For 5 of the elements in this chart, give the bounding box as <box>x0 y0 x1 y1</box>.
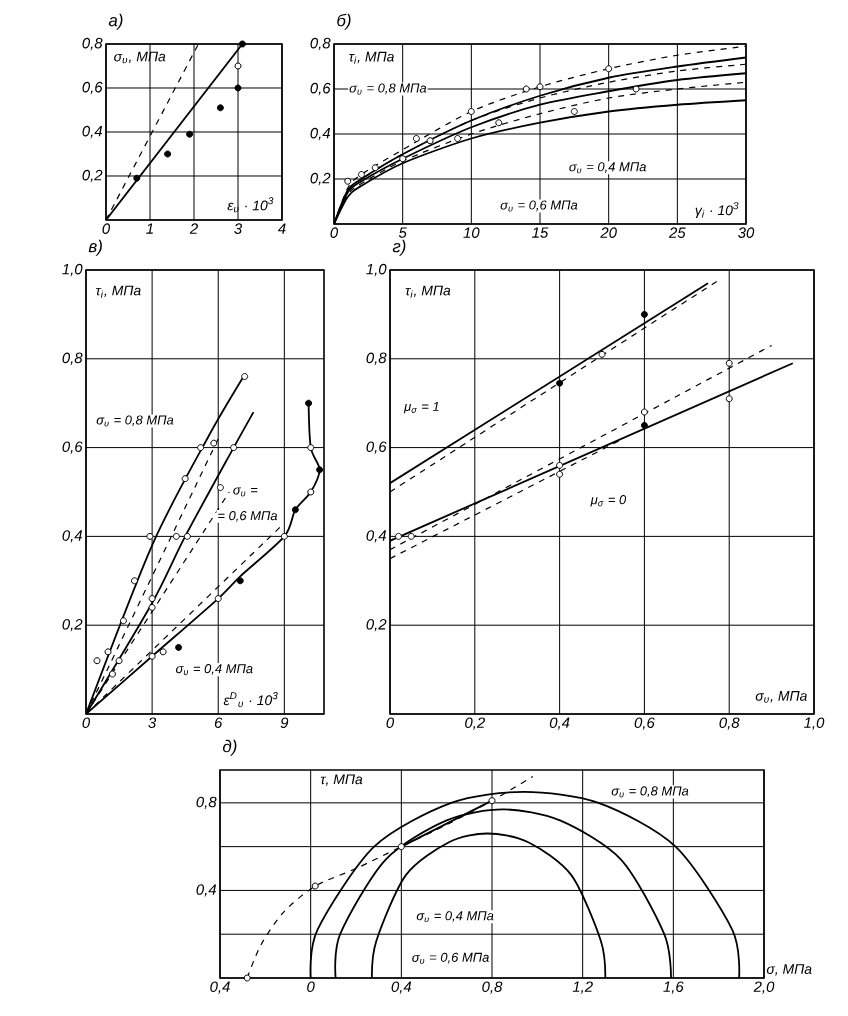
chart-title: г) <box>392 239 406 256</box>
chart-title: а) <box>108 13 123 30</box>
chart-title: в) <box>88 239 102 256</box>
chart-title: д) <box>222 739 237 756</box>
chart-title: б) <box>337 13 351 30</box>
